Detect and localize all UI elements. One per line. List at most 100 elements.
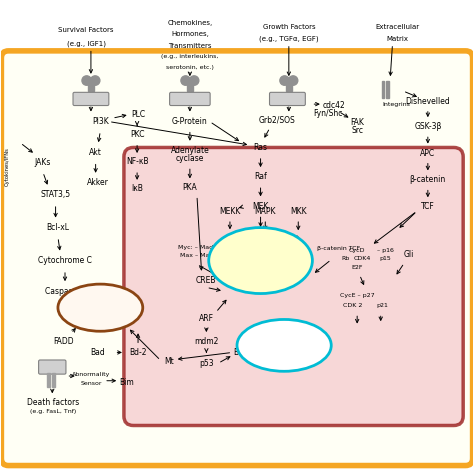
Text: ERK: ERK <box>249 241 264 250</box>
Circle shape <box>288 76 298 85</box>
Text: GPCR: GPCR <box>182 96 199 101</box>
Text: – p16: – p16 <box>377 248 394 253</box>
FancyBboxPatch shape <box>124 147 463 426</box>
Text: ARF: ARF <box>199 313 214 322</box>
Text: Extracellular: Extracellular <box>375 24 419 30</box>
Text: Integrins: Integrins <box>383 101 410 107</box>
Text: Survival Factors: Survival Factors <box>58 27 114 33</box>
Text: CDK4: CDK4 <box>353 255 371 261</box>
Text: Cytokines/IFNs: Cytokines/IFNs <box>5 147 9 186</box>
Circle shape <box>91 76 100 85</box>
Text: p53: p53 <box>199 359 214 368</box>
Text: Bax: Bax <box>234 348 248 357</box>
Text: GSK-3β: GSK-3β <box>414 122 442 131</box>
FancyBboxPatch shape <box>38 360 66 374</box>
Text: (e.g. FasL, Tnf): (e.g. FasL, Tnf) <box>30 409 76 414</box>
Circle shape <box>190 76 199 85</box>
Text: Max – Max: Max – Max <box>181 253 213 258</box>
Text: Fos: Fos <box>250 250 263 259</box>
Bar <box>289 82 292 91</box>
Text: Gene Regulation: Gene Regulation <box>219 254 303 263</box>
Text: Matrix: Matrix <box>386 36 408 42</box>
Text: RTK: RTK <box>85 96 97 101</box>
Text: FAK: FAK <box>350 118 364 128</box>
FancyBboxPatch shape <box>73 92 109 106</box>
Text: IκB: IκB <box>131 184 143 193</box>
FancyBboxPatch shape <box>1 51 473 465</box>
FancyBboxPatch shape <box>270 92 305 106</box>
Text: Grb2/SOS: Grb2/SOS <box>259 116 295 125</box>
Bar <box>88 82 91 91</box>
Text: Apoptosis: Apoptosis <box>75 303 126 312</box>
Text: Fyn/Shc: Fyn/Shc <box>313 109 342 118</box>
Text: (e.g., TGFα, EGF): (e.g., TGFα, EGF) <box>259 36 319 42</box>
Bar <box>382 82 384 98</box>
Text: RTK: RTK <box>282 96 293 101</box>
Text: STAT3,5: STAT3,5 <box>40 190 71 199</box>
Text: E2F: E2F <box>351 265 363 270</box>
Text: Raf: Raf <box>254 172 267 181</box>
Text: Caspase 9: Caspase 9 <box>45 287 85 296</box>
Text: PI3K: PI3K <box>92 117 109 126</box>
Text: p15: p15 <box>380 255 392 261</box>
Text: Akker: Akker <box>87 178 109 187</box>
Text: Cell: Cell <box>275 336 293 345</box>
Bar <box>47 373 50 387</box>
Text: β-catenin: β-catenin <box>410 175 446 184</box>
Text: FasR: FasR <box>45 365 59 370</box>
Text: Adenylate: Adenylate <box>171 146 209 155</box>
Ellipse shape <box>209 228 312 293</box>
Text: mdm2: mdm2 <box>194 337 219 346</box>
Text: CDK 2: CDK 2 <box>343 303 362 308</box>
Text: Growth Factors: Growth Factors <box>263 24 315 30</box>
Text: MEK: MEK <box>252 202 269 211</box>
Text: Caspase 8: Caspase 8 <box>62 313 101 322</box>
Text: p21: p21 <box>376 303 388 308</box>
Text: Chemokines,: Chemokines, <box>167 19 212 26</box>
Bar <box>91 82 94 91</box>
Text: Jun: Jun <box>287 250 299 259</box>
Text: PKC: PKC <box>130 130 145 139</box>
Text: CycE – p27: CycE – p27 <box>340 293 374 299</box>
Bar <box>386 82 389 98</box>
Text: G-Protein: G-Protein <box>172 117 208 126</box>
Text: Myc: – Mad:: Myc: – Mad: <box>178 245 216 250</box>
Text: Rb: Rb <box>341 255 349 261</box>
Text: CREB: CREB <box>196 276 217 285</box>
Text: Abnormality: Abnormality <box>72 372 110 377</box>
Text: JNKs: JNKs <box>284 241 301 250</box>
Text: MEKK: MEKK <box>219 207 241 216</box>
Text: FADD: FADD <box>53 337 74 346</box>
Text: Hormones,: Hormones, <box>171 31 209 37</box>
Text: Bcl-xL: Bcl-xL <box>46 223 69 232</box>
Text: Proliferation: Proliferation <box>254 350 314 359</box>
Text: Ras: Ras <box>254 143 267 152</box>
Ellipse shape <box>58 284 143 331</box>
FancyBboxPatch shape <box>170 92 210 106</box>
Circle shape <box>82 76 91 85</box>
Text: Mt: Mt <box>164 357 173 366</box>
Bar <box>191 82 193 91</box>
Text: PKA: PKA <box>182 183 197 192</box>
Circle shape <box>181 76 191 85</box>
Text: Src: Src <box>351 127 363 136</box>
Text: serotonin, etc.): serotonin, etc.) <box>166 65 214 70</box>
Text: Cytochrome C: Cytochrome C <box>38 256 92 265</box>
Ellipse shape <box>237 319 331 371</box>
Text: Dishevelled: Dishevelled <box>405 97 450 106</box>
Text: Sensor: Sensor <box>80 381 101 385</box>
Text: Akt: Akt <box>89 148 102 157</box>
Text: (e.g., IGF1): (e.g., IGF1) <box>67 41 106 47</box>
Text: cyclase: cyclase <box>176 154 204 163</box>
Bar <box>187 82 190 91</box>
Text: Death factors: Death factors <box>27 398 79 407</box>
Text: β-catenin TCF: β-catenin TCF <box>317 246 360 251</box>
Text: MAPK: MAPK <box>255 207 276 216</box>
Bar <box>52 373 55 387</box>
Text: TCF: TCF <box>421 202 435 211</box>
Text: Transmitters: Transmitters <box>168 43 211 49</box>
Text: MKK: MKK <box>290 207 307 216</box>
Text: NF-κB: NF-κB <box>126 157 148 166</box>
Text: Bad: Bad <box>91 348 105 357</box>
Text: (e.g., interleukins,: (e.g., interleukins, <box>161 55 219 60</box>
